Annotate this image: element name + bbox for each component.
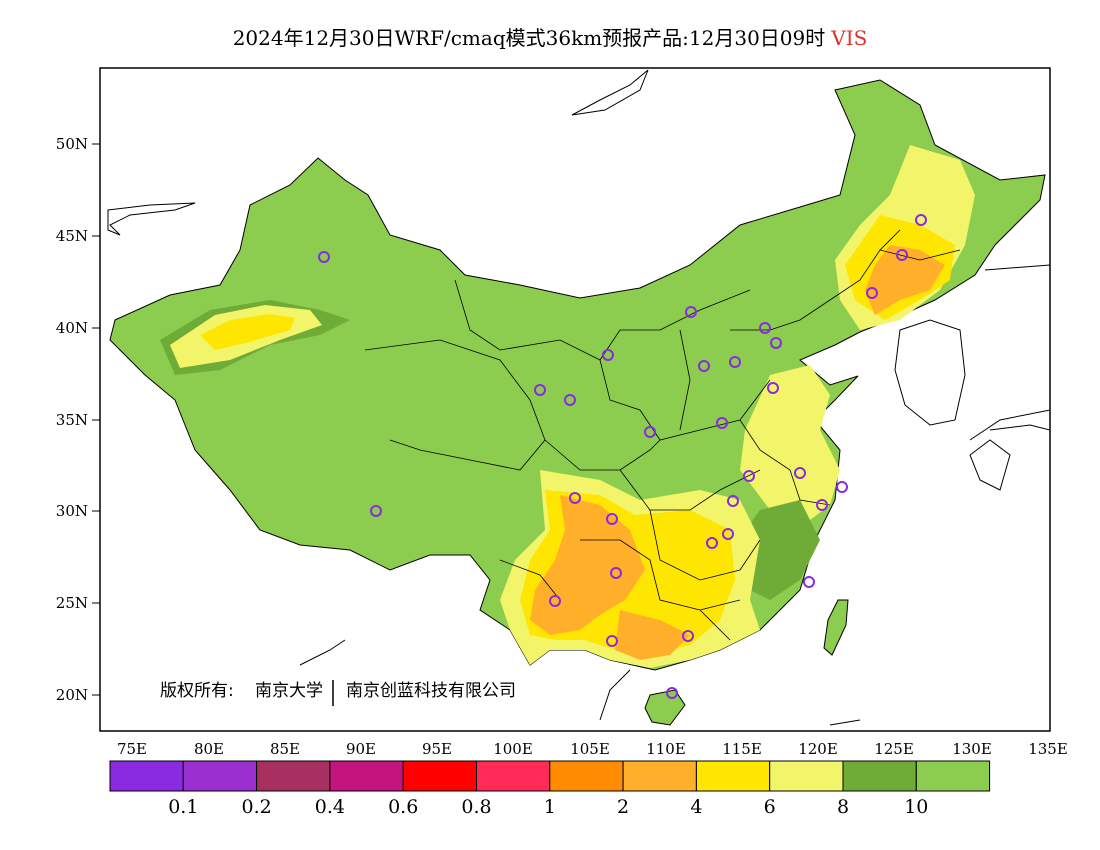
station-marker — [602, 349, 614, 361]
colorbar-swatch — [622, 760, 697, 792]
colorbar-label: 0.8 — [461, 796, 491, 818]
colorbar-swatch — [109, 760, 184, 792]
south-vis-2-4 — [615, 610, 690, 660]
colorbar-label: 0.2 — [241, 796, 271, 818]
station-marker — [836, 481, 848, 493]
map-frame — [99, 67, 1051, 732]
station-marker — [767, 382, 779, 394]
colorbar-swatch — [915, 760, 991, 792]
lat-tick-label: 20N — [56, 686, 88, 704]
copyright-org1: 南京大学 — [255, 681, 323, 701]
lon-tick-label: 100E — [493, 740, 533, 758]
colorbar-label: 0.4 — [315, 796, 345, 818]
taiwan-island — [823, 599, 849, 656]
lat-tick-label: 30N — [56, 502, 88, 520]
station-marker — [534, 384, 546, 396]
lon-tick-label: 85E — [270, 740, 300, 758]
lon-tick-label: 80E — [194, 740, 224, 758]
lon-tick-label: 105E — [570, 740, 610, 758]
station-marker — [722, 528, 734, 540]
station-marker — [549, 595, 561, 607]
lon-tick-label: 125E — [874, 740, 914, 758]
station-marker — [564, 394, 576, 406]
east-china-vis-8-10 — [735, 500, 820, 600]
colorbar-swatch — [769, 760, 844, 792]
colorbar-label: 2 — [617, 796, 629, 818]
station-marker — [716, 417, 728, 429]
station-marker — [610, 567, 622, 579]
lat-tick-label: 50N — [56, 135, 88, 153]
lon-tick-label: 110E — [646, 740, 686, 758]
station-marker — [816, 499, 828, 511]
station-marker — [915, 214, 927, 226]
station-marker — [727, 495, 739, 507]
copyright-label: 版权所有: — [160, 681, 234, 701]
lon-tick-label: 130E — [952, 740, 992, 758]
colorbar-swatch — [695, 760, 771, 792]
station-marker — [644, 426, 656, 438]
lat-tick-label: 45N — [56, 227, 88, 245]
colorbar-swatch — [549, 760, 624, 792]
lat-axis: 50N 45N 40N 35N 30N 25N 20N — [56, 135, 100, 704]
station-marker — [682, 630, 694, 642]
colorbar-label: 8 — [837, 796, 849, 818]
colorbar-label: 10 — [904, 796, 928, 818]
station-marker — [896, 249, 908, 261]
station-marker — [698, 360, 710, 372]
station-markers — [318, 214, 927, 699]
station-marker — [759, 322, 771, 334]
northeast-vis-2-4 — [865, 245, 945, 315]
lat-tick-label: 25N — [56, 594, 88, 612]
province-boundaries — [364, 229, 961, 641]
station-marker — [666, 687, 678, 699]
lat-tick-label: 40N — [56, 319, 88, 337]
title-variable: VIS — [831, 26, 868, 50]
xinjiang-vis-2-6 — [200, 314, 295, 350]
colorbar-label: 4 — [690, 796, 702, 818]
colorbar-label: 0.6 — [388, 796, 418, 818]
colorbar-swatch — [476, 760, 551, 792]
colorbar-swatch — [256, 760, 331, 792]
east-china-vis-6-8 — [740, 365, 840, 520]
lon-tick-label: 95E — [422, 740, 452, 758]
station-marker — [318, 251, 330, 263]
lon-axis: 75E 80E 85E 90E 95E 100E 105E 110E 115E … — [117, 740, 1068, 758]
colorbar: 0.1 0.2 0.4 0.6 0.8 1 2 4 6 8 10 — [109, 760, 991, 818]
copyright-org2: 南京创蓝科技有限公司 — [346, 681, 516, 701]
lat-tick-label: 35N — [56, 411, 88, 429]
station-marker — [606, 513, 618, 525]
station-marker — [770, 337, 782, 349]
station-marker — [803, 576, 815, 588]
colorbar-label: 1 — [544, 796, 556, 818]
station-marker — [370, 505, 382, 517]
station-marker — [729, 356, 741, 368]
lon-tick-label: 75E — [117, 740, 147, 758]
colorbar-swatch — [182, 760, 258, 792]
station-marker — [606, 635, 618, 647]
station-marker — [706, 537, 718, 549]
station-marker — [743, 470, 755, 482]
lon-tick-label: 135E — [1028, 740, 1068, 758]
lon-tick-label: 120E — [798, 740, 838, 758]
neighbor-outlines — [107, 69, 1050, 726]
colorbar-swatch — [402, 760, 478, 792]
station-marker — [569, 492, 581, 504]
lon-tick-label: 115E — [722, 740, 762, 758]
title-main: 2024年12月30日WRF/cmaq模式36km预报产品:12月30日09时 — [232, 26, 826, 50]
station-marker — [866, 287, 878, 299]
colorbar-label: 6 — [764, 796, 776, 818]
southwest-vis-2-4 — [530, 495, 645, 635]
map-title: 2024年12月30日WRF/cmaq模式36km预报产品:12月30日09时 V… — [0, 22, 1100, 51]
station-marker — [685, 306, 697, 318]
colorbar-swatch — [842, 760, 917, 792]
colorbar-label: 0.1 — [168, 796, 198, 818]
lon-tick-label: 90E — [346, 740, 376, 758]
colorbar-swatch — [329, 760, 404, 792]
station-marker — [794, 467, 806, 479]
